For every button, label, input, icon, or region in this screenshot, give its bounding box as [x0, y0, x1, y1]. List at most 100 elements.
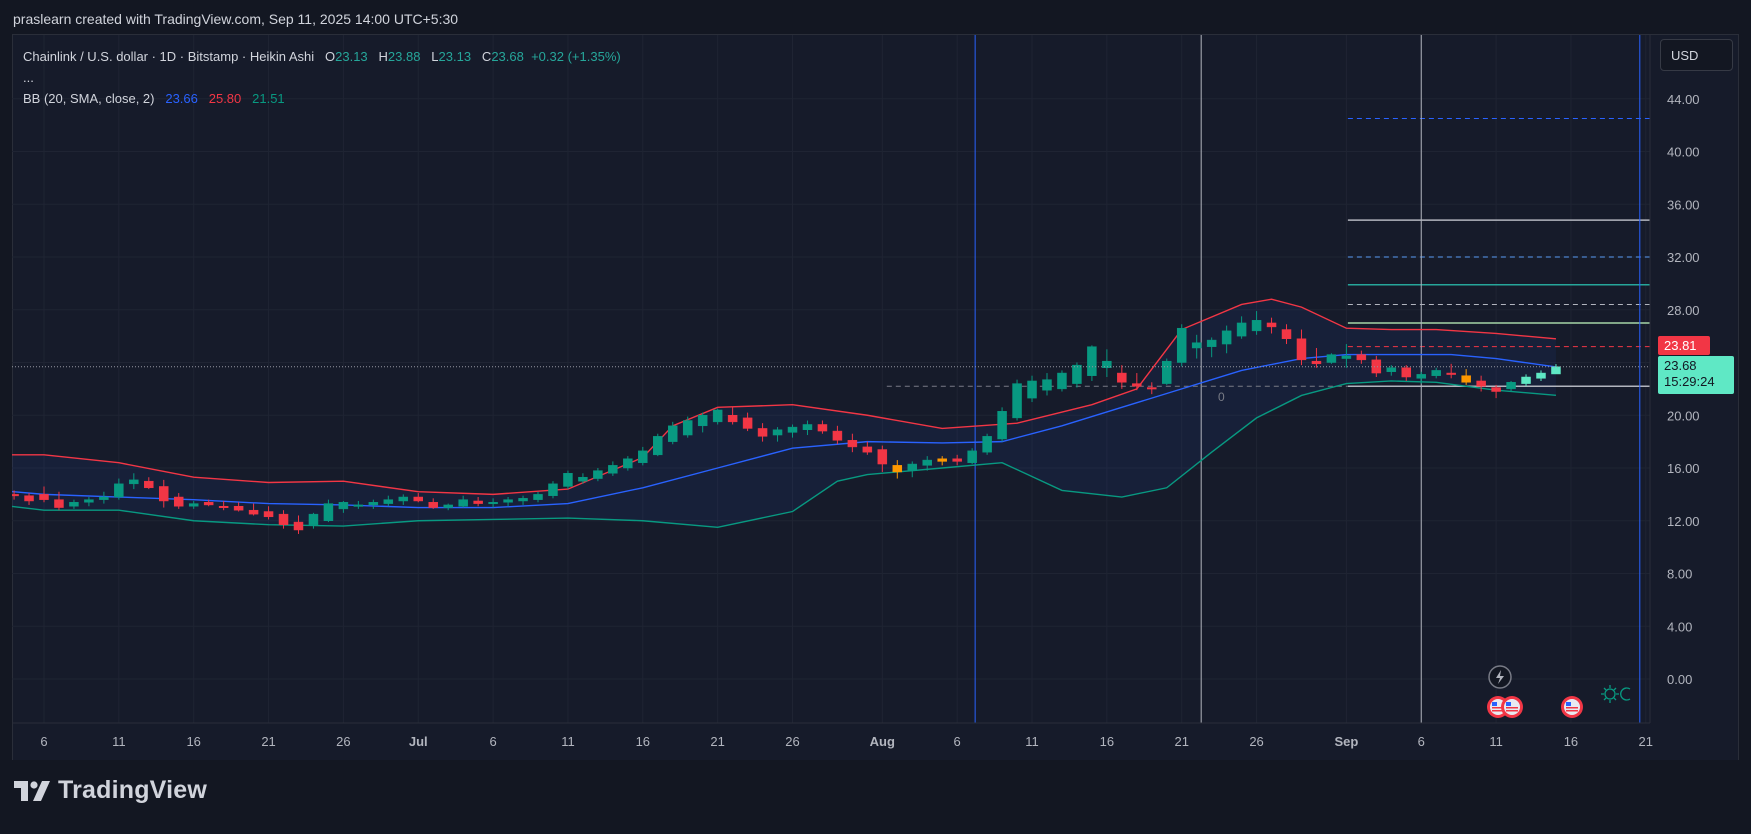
candle	[832, 425, 843, 445]
candle	[188, 500, 199, 509]
dividend-icon[interactable]	[1601, 685, 1631, 703]
bb-band-area	[12, 299, 1556, 528]
candle	[757, 423, 768, 442]
candle-body	[907, 463, 918, 471]
candle-body	[1206, 339, 1217, 347]
legend-more[interactable]: ...	[23, 70, 34, 85]
candle-body	[997, 411, 1007, 440]
candle	[697, 412, 708, 433]
candle	[667, 421, 678, 445]
candle-body	[1416, 374, 1426, 379]
us-flag-icon[interactable]	[1501, 696, 1523, 718]
candle-body	[1221, 330, 1232, 345]
candle-body	[218, 505, 229, 508]
tradingview-logo[interactable]: TradingView	[14, 776, 207, 805]
lightning-icon[interactable]	[1488, 665, 1512, 689]
open-value: 23.13	[335, 49, 368, 64]
candle	[937, 456, 947, 466]
candle-body	[772, 429, 783, 436]
candle-body	[233, 505, 244, 511]
candle	[54, 491, 64, 511]
symbol-title[interactable]: Chainlink / U.S. dollar · 1D · Bitstamp …	[23, 49, 315, 64]
current-price-value: 23.68	[1664, 358, 1697, 373]
candle-body	[1311, 360, 1322, 365]
x-tick-label: 21	[261, 734, 275, 749]
candle	[1012, 379, 1022, 421]
y-tick-label: 0.00	[1667, 672, 1692, 687]
bb-upper-line	[12, 298, 1557, 496]
candle	[278, 510, 289, 529]
candle-body	[1326, 354, 1337, 363]
candle-body	[1162, 360, 1172, 384]
bb-label[interactable]: BB (20, SMA, close, 2)	[23, 91, 155, 106]
candle	[473, 497, 483, 507]
candle-body	[1147, 387, 1157, 390]
candle	[248, 503, 259, 516]
candle-body	[99, 496, 109, 500]
candle	[1401, 365, 1412, 381]
candle-body	[458, 499, 468, 507]
candle	[1027, 375, 1037, 403]
candle	[1416, 371, 1426, 384]
candle-body	[84, 499, 94, 503]
chart-panel[interactable]	[12, 34, 1739, 761]
candle	[233, 502, 244, 512]
candle	[802, 420, 813, 436]
candle-body	[712, 409, 723, 423]
candle-body	[1371, 359, 1382, 374]
candle-body	[1296, 338, 1307, 361]
candle	[1132, 373, 1142, 391]
candle-body	[1012, 383, 1022, 419]
candle-body	[1251, 320, 1262, 332]
candle-body	[847, 440, 858, 448]
tradingview-logo-icon	[14, 780, 50, 801]
x-tick-label: 21	[1174, 734, 1188, 749]
candle-body	[114, 483, 124, 498]
candle	[1042, 373, 1052, 396]
candle	[1251, 311, 1262, 335]
candle-body	[323, 503, 334, 522]
candle-body	[1386, 367, 1397, 372]
candle-body	[1461, 375, 1471, 383]
open-label: O	[325, 49, 336, 64]
candle-body	[1072, 364, 1082, 384]
candle-body	[503, 499, 513, 503]
us-flag-icon[interactable]	[1561, 696, 1583, 718]
candle-body	[1176, 327, 1187, 363]
low-label: L	[431, 49, 439, 64]
bb-lower-line	[12, 380, 1557, 529]
x-tick-label: 6	[40, 734, 47, 749]
candle-body	[1551, 366, 1561, 375]
candle-body	[1476, 380, 1486, 387]
candle-body	[1536, 372, 1546, 379]
candle	[1551, 364, 1561, 375]
currency-button[interactable]: USD	[1660, 39, 1733, 71]
candle-body	[548, 483, 558, 496]
candle	[1461, 369, 1471, 385]
level-price-tag: 23.81	[1658, 336, 1710, 355]
x-tick-label: 11	[561, 734, 575, 749]
candle	[518, 495, 528, 505]
y-tick-label: 20.00	[1667, 408, 1700, 423]
candle	[398, 494, 409, 505]
high-label: H	[378, 49, 388, 64]
close-label: C	[481, 49, 492, 64]
candle	[1221, 325, 1232, 354]
candle-body	[338, 502, 349, 510]
x-tick-label: 26	[1249, 734, 1263, 749]
candle-body	[1521, 376, 1531, 384]
candle	[563, 470, 573, 490]
candle-body	[398, 496, 409, 502]
candle-body	[488, 502, 498, 505]
candle	[638, 446, 648, 466]
candle-body	[12, 494, 19, 497]
candle	[144, 477, 154, 490]
candle-body	[1506, 382, 1516, 390]
candle-body	[1057, 372, 1067, 390]
candle	[967, 448, 977, 465]
candle	[682, 416, 693, 438]
event-icons	[1487, 665, 1631, 718]
candle-body	[697, 415, 708, 427]
top-bar: praslearn created with TradingView.com, …	[0, 0, 1751, 36]
